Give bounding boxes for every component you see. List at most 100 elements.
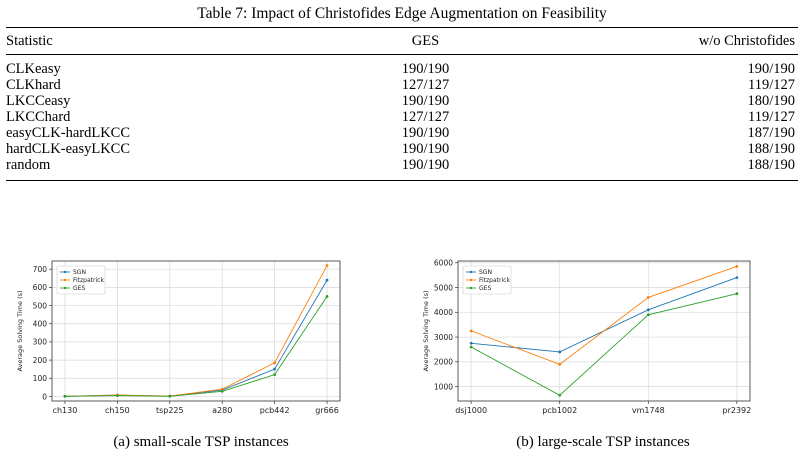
series-line-ges [470,293,737,396]
data-point-ges [325,295,329,298]
data-point-ges [115,394,119,397]
data-point-sgn [325,278,329,282]
chart-a-caption: (a) small-scale TSP instances [113,434,289,450]
x-tick-label: pcb1002 [542,406,577,415]
row-statistic: LKCCeasy [6,93,71,109]
row-wo-christofides: 188/190 [747,141,795,157]
row-ges: 190/190 [401,141,450,157]
legend-label-ges: GES [73,285,85,292]
legend-label-sgn: SGN [479,269,492,276]
row-statistic: LKCChard [6,109,71,125]
legend-marker-ges [469,286,473,290]
y-tick-label: 200 [33,356,48,365]
header-statistic: Statistic [6,27,186,55]
row-ges: 190/190 [401,61,450,77]
chart-b-caption: (b) large-scale TSP instances [516,434,690,450]
row-wo-christofides: 119/127 [748,109,795,125]
x-tick-label: gr666 [315,406,339,415]
y-tick-label: 6000 [434,259,453,268]
data-point-fitzpatrick [220,387,224,391]
data-point-ges [63,394,67,398]
row-statistic: hardCLK-easyLKCC [6,141,131,157]
table-body: CLKeasy 190/190 190/190 CLKhard 127/127 119/1… [6,55,798,181]
row-statistic: easyCLK-hardLKCC [6,125,131,141]
header-ges: GES [186,27,665,55]
legend-box [462,265,512,295]
y-tick-label: 4000 [434,308,453,317]
x-tick-label: tsp225 [156,406,184,415]
data-point-sgn [469,341,473,345]
data-point-fitzpatrick [469,329,473,333]
x-tick-label: dsj1000 [455,406,487,415]
row-ges: 190/190 [401,125,450,141]
data-point-sgn [273,367,277,371]
row-ges: 127/127 [401,109,450,125]
row-ges: 127/127 [401,77,450,93]
data-point-ges [646,313,650,317]
data-point-fitzpatrick [646,296,650,299]
data-point-ges [735,292,739,296]
legend-box [56,265,106,295]
row-ges: 190/190 [186,157,665,181]
series-line-fitzpatrick [64,265,328,397]
x-tick-label: ch130 [53,406,78,415]
row-ges: 190/190 [401,93,450,109]
data-point-sgn [558,350,562,354]
legend-marker-fitzpatrick [469,278,473,282]
data-point-ges [168,394,172,398]
row-wo-christofides: 119/127 [748,77,795,93]
table-row: CLKhard 127/127 119/127 [6,77,798,93]
row-statistic: CLKhard [6,77,61,93]
row-wo-christofides: 188/190 [665,157,798,181]
results-table: Statistic GES w/o Christofides CLKeasy 19… [6,27,798,181]
table-row: CLKeasy 190/190 190/190 [6,55,798,78]
y-axis-label: Average Solving Time (s) [16,290,24,371]
x-tick-label: a280 [212,406,232,415]
x-tick-label: pcb442 [260,406,290,415]
legend-label-sgn: SGN [73,269,86,276]
row-wo-christofides: 180/190 [747,93,795,109]
table-row: easyCLK-hardLKCC 190/190 187/190 [6,125,798,141]
row-wo-christofides: 190/190 [747,61,795,77]
data-point-ges [273,373,277,377]
legend-marker-sgn [63,270,67,274]
table-row: LKCChard 127/127 119/127 [6,109,798,125]
data-point-fitzpatrick [558,362,562,366]
y-tick-label: 500 [33,301,48,310]
y-tick-label: 3000 [434,333,453,342]
data-point-ges [220,389,224,393]
y-tick-label: 0 [42,392,47,401]
series-line-fitzpatrick [470,266,738,365]
header-wo-christofides: w/o Christofides [665,27,798,55]
y-axis-label: Average Solving Time (s) [422,290,430,371]
table-row: random 190/190 188/190 [6,157,798,181]
series-line-ges [64,296,328,397]
x-tick-label: vm1748 [632,406,665,415]
y-tick-label: 100 [33,374,48,383]
x-tick-label: ch150 [105,406,130,415]
data-point-fitzpatrick [325,264,329,267]
row-statistic: CLKeasy [6,61,61,77]
legend-label-ges: GES [479,285,491,292]
legend-marker-fitzpatrick [63,278,67,282]
x-tick-label: pr2392 [722,406,751,415]
table-row: hardCLK-easyLKCC 190/190 188/190 [6,141,798,157]
plot-frame [51,260,341,402]
plot-frame [457,260,751,402]
table-caption: Table 7: Impact of Christofides Edge Aug… [197,5,607,22]
data-point-fitzpatrick [273,361,277,365]
data-point-ges [558,393,562,397]
y-tick-label: 2000 [434,358,453,367]
chart-large-scale: 1000 2000 3000 4000 5000 6000 dsj1000 pcb1002 vm… [422,259,751,415]
y-tick-label: 5000 [434,283,453,292]
legend-marker-sgn [469,270,473,274]
chart-small-scale: 0 100 200 300 400 500 600 700 ch130 ch150 tsp225 a2… [16,260,341,415]
row-statistic: random [6,157,186,181]
y-tick-label: 700 [33,265,48,274]
y-tick-label: 400 [33,320,48,329]
legend-label-fitzpatrick: Fitzpatrick [73,277,104,284]
table-row: LKCCeasy 190/190 180/190 [6,93,798,109]
legend-label-fitzpatrick: Fitzpatrick [479,277,510,284]
data-point-ges [469,345,473,349]
y-tick-label: 1000 [434,382,453,391]
